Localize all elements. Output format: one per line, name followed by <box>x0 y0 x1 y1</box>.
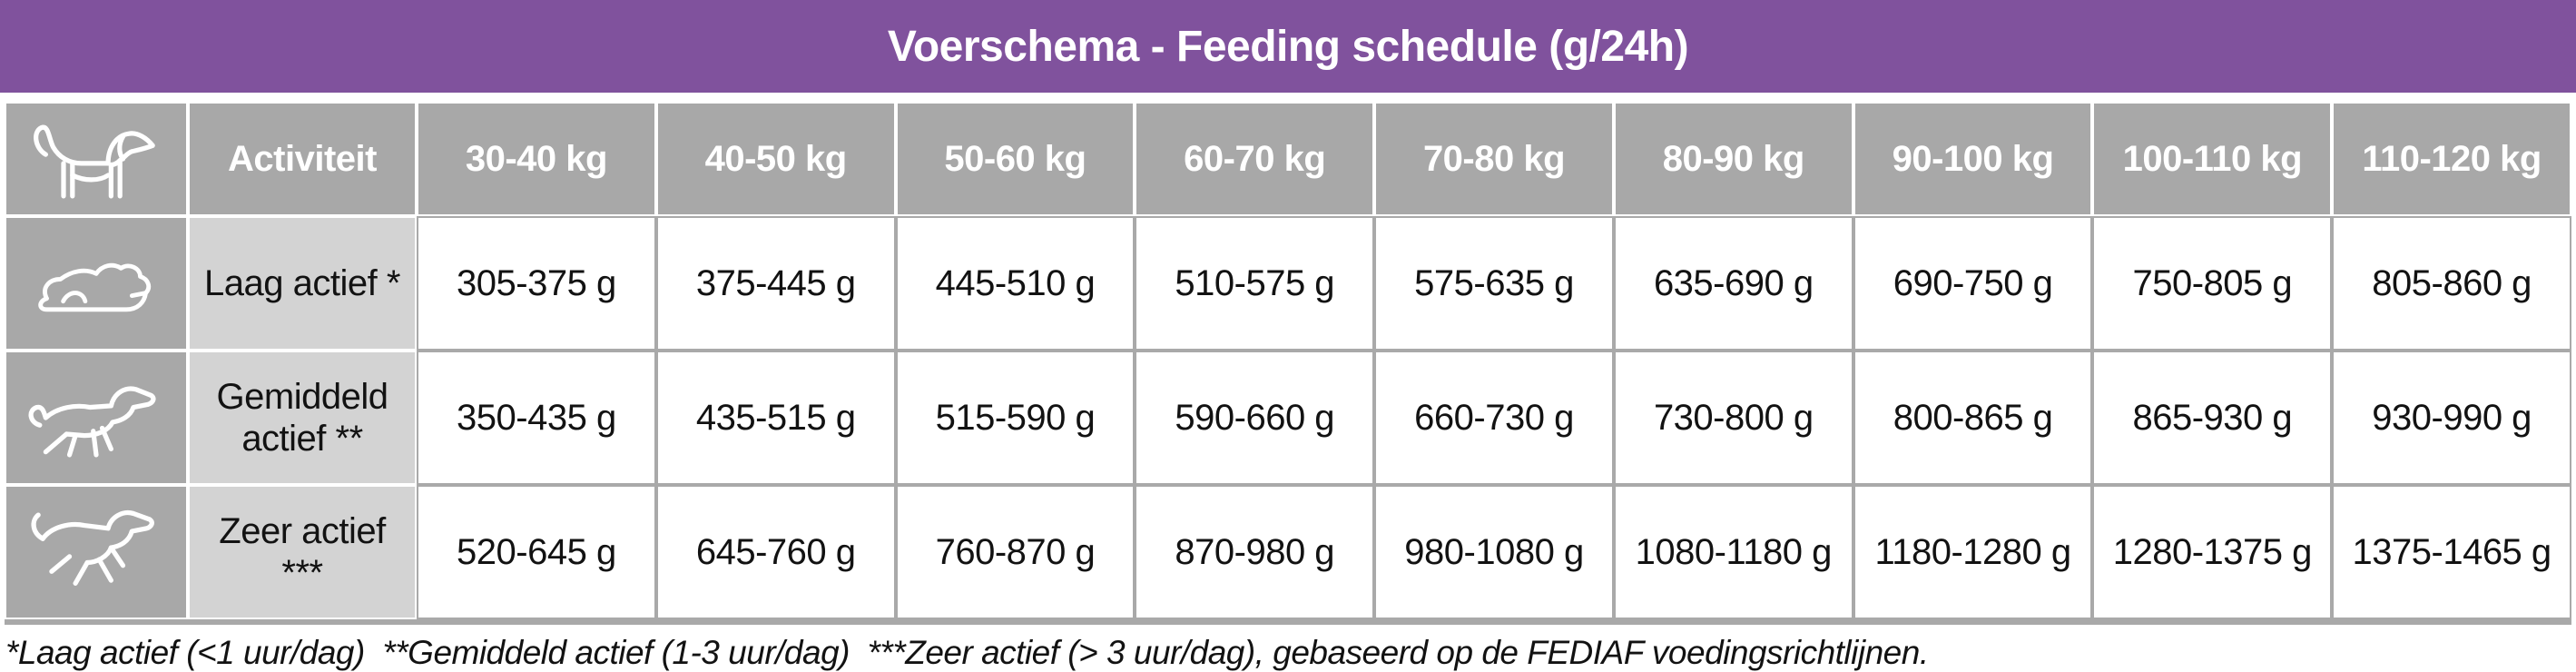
feeding-value: 1375-1465 g <box>2332 485 2571 619</box>
footnote: *Laag actief (<1 uur/dag) **Gemiddeld ac… <box>5 634 1929 671</box>
feeding-value: 375-445 g <box>655 216 896 351</box>
column-header-50-60kg: 50-60 kg <box>895 102 1136 216</box>
feeding-value: 510-575 g <box>1135 216 1375 351</box>
feeding-value: 590-660 g <box>1135 351 1375 485</box>
feeding-value: 515-590 g <box>895 351 1136 485</box>
feeding-value: 305-375 g <box>417 216 656 351</box>
feeding-value: 930-990 g <box>2332 351 2571 485</box>
activity-label: Laag actief * <box>188 216 417 351</box>
dog-trotting-icon <box>28 386 156 458</box>
feeding-value: 730-800 g <box>1613 351 1853 485</box>
column-header-70-80kg: 70-80 kg <box>1374 102 1614 216</box>
feeding-value: 750-805 g <box>2092 216 2333 351</box>
column-header-activiteit: Activiteit <box>188 102 417 216</box>
dog-standing-icon <box>34 124 155 199</box>
column-header-60-70kg: 60-70 kg <box>1135 102 1375 216</box>
dog-lying-icon <box>38 262 152 312</box>
column-header-100-110kg: 100-110 kg <box>2092 102 2333 216</box>
column-header-30-40kg: 30-40 kg <box>417 102 656 216</box>
activity-label: Gemiddeld actief ** <box>188 351 417 485</box>
feeding-value: 690-750 g <box>1853 216 2093 351</box>
feeding-value: 760-870 g <box>895 485 1136 619</box>
activity-icon-cell <box>5 351 188 485</box>
feeding-value: 445-510 g <box>895 216 1136 351</box>
feeding-value: 645-760 g <box>655 485 896 619</box>
feeding-value: 520-645 g <box>417 485 656 619</box>
column-header-90-100kg: 90-100 kg <box>1853 102 2093 216</box>
column-header-40-50kg: 40-50 kg <box>655 102 896 216</box>
activity-label: Zeer actief *** <box>188 485 417 619</box>
feeding-value: 435-515 g <box>655 351 896 485</box>
activity-icon-cell <box>5 485 188 619</box>
feeding-value: 660-730 g <box>1374 351 1614 485</box>
feeding-value: 350-435 g <box>417 351 656 485</box>
feeding-value: 1280-1375 g <box>2092 485 2333 619</box>
dog-galloping-icon <box>31 510 154 586</box>
title-bar: Voerschema - Feeding schedule (g/24h) <box>0 0 2576 93</box>
feeding-value: 805-860 g <box>2332 216 2571 351</box>
feeding-value: 980-1080 g <box>1374 485 1614 619</box>
feeding-value: 800-865 g <box>1853 351 2093 485</box>
feeding-value: 870-980 g <box>1135 485 1375 619</box>
column-header-110-120kg: 110-120 kg <box>2332 102 2571 216</box>
feeding-value: 635-690 g <box>1613 216 1853 351</box>
feeding-value: 575-635 g <box>1374 216 1614 351</box>
page-title: Voerschema - Feeding schedule (g/24h) <box>887 22 1689 71</box>
feeding-value: 865-930 g <box>2092 351 2333 485</box>
corner-cell <box>5 102 188 216</box>
feeding-value: 1180-1280 g <box>1853 485 2093 619</box>
column-header-80-90kg: 80-90 kg <box>1613 102 1853 216</box>
feeding-value: 1080-1180 g <box>1613 485 1853 619</box>
activity-icon-cell <box>5 216 188 351</box>
feeding-schedule-table: Activiteit 30-40 kg 40-50 kg 50-60 kg 60… <box>5 102 2571 625</box>
